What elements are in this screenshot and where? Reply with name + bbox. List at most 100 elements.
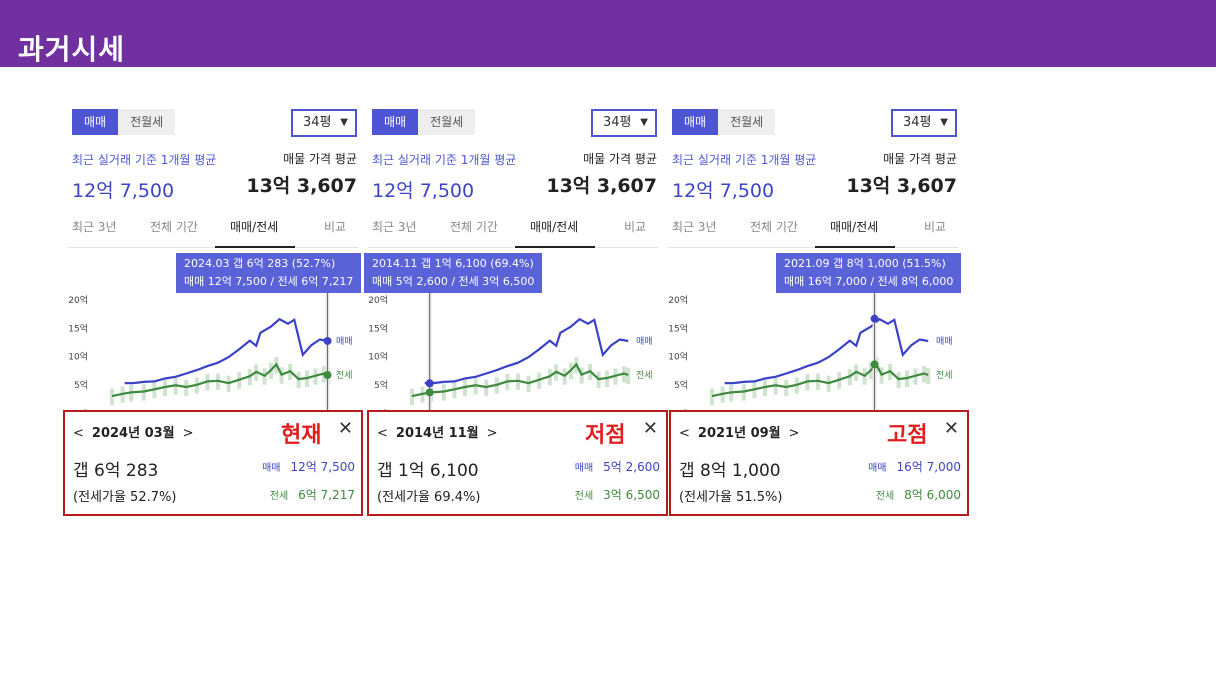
y-tick-label: 5억 <box>374 379 388 391</box>
chart-tooltip: 2014.11 갭 1억 6,100 (69.4%) 매매 5억 2,600 / … <box>364 253 543 293</box>
sale-price-row: 매매 12억 7,500 <box>262 458 355 475</box>
chevron-right-icon[interactable]: > <box>182 426 194 441</box>
y-tick-label: 20억 <box>668 294 688 306</box>
sale-price-line <box>424 317 629 385</box>
gap-value: 갭 6억 283 <box>73 461 159 481</box>
tab-recent-3y[interactable]: 최근 3년 <box>372 220 417 234</box>
tab-compare[interactable]: 비교 <box>324 220 347 234</box>
y-tick-label: 10억 <box>368 351 388 363</box>
sale-value: 16억 7,000 <box>896 460 961 474</box>
tab-compare[interactable]: 비교 <box>924 220 947 234</box>
listing-avg-value: 13억 3,607 <box>246 175 357 197</box>
tooltip-line-1: 2014.11 갭 1억 6,100 (69.4%) <box>372 257 534 270</box>
sale-price-row: 매매 5억 2,600 <box>575 458 660 475</box>
tab-recent-3y[interactable]: 최근 3년 <box>72 220 117 234</box>
recent-avg-value: 12억 7,500 <box>72 180 175 202</box>
sale-value: 12억 7,500 <box>290 460 355 474</box>
chevron-right-icon[interactable]: > <box>486 426 498 441</box>
sale-marker-dot <box>323 336 332 345</box>
rent-ratio-text: (전세가율 52.7%) <box>73 490 177 505</box>
tab-all-period[interactable]: 전체 기간 <box>450 220 498 234</box>
active-tab-indicator <box>515 246 595 248</box>
rent-label: 전세 <box>875 491 895 502</box>
rent-marker-dot <box>870 360 879 369</box>
period-tabs: 최근 3년 전체 기간 매매/전세 비교 <box>368 208 658 248</box>
tab-all-period[interactable]: 전체 기간 <box>750 220 798 234</box>
rent-price-line <box>111 362 329 398</box>
tab-sale-rent[interactable]: 매매/전세 <box>530 220 579 234</box>
title-bar <box>0 0 1216 67</box>
rent-ratio-text: (전세가율 69.4%) <box>377 490 481 505</box>
period-tag: 고점 <box>887 423 928 448</box>
listing-avg-label: 매물 가격 평균 <box>883 152 957 166</box>
rent-marker-dot <box>323 371 332 380</box>
recent-avg-label: 최근 실거래 기준 1개월 평균 <box>72 153 217 167</box>
tab-compare[interactable]: 비교 <box>624 220 647 234</box>
toggle-rent-button[interactable]: 전월세 <box>418 109 476 135</box>
deal-type-toggle[interactable]: 매매 전월세 <box>72 109 176 135</box>
toggle-sale-button[interactable]: 매매 <box>72 109 119 135</box>
deal-type-toggle[interactable]: 매매 전월세 <box>672 109 776 135</box>
chevron-left-icon[interactable]: < <box>377 426 388 441</box>
sale-value: 5억 2,600 <box>603 460 660 474</box>
period-tag: 현재 <box>281 423 322 448</box>
page-title: 과거시세 <box>18 33 126 66</box>
caret-down-icon: ▼ <box>940 117 948 128</box>
y-tick-label: 15억 <box>68 322 88 334</box>
recent-avg-label: 최근 실거래 기준 1개월 평균 <box>372 153 517 167</box>
period-info-box: <2014년 11월 > 저점 ✕ 갭 1억 6,100 (전세가율 69.4%)… <box>367 410 668 516</box>
toggle-sale-button[interactable]: 매매 <box>672 109 719 135</box>
tooltip-line-1: 2021.09 갭 8억 1,000 (51.5%) <box>784 257 946 270</box>
y-tick-label: 15억 <box>668 322 688 334</box>
listing-avg-label: 매물 가격 평균 <box>583 152 657 166</box>
tooltip-line-2: 매매 5억 2,600 / 전세 3억 6,500 <box>372 275 535 288</box>
toggle-rent-button[interactable]: 전월세 <box>118 109 176 135</box>
y-tick-label: 20억 <box>68 294 88 306</box>
recent-avg-value: 12억 7,500 <box>672 180 775 202</box>
period-info-box: <2024년 03월 > 현재 ✕ 갭 6억 283 (전세가율 52.7%) 매… <box>63 410 363 516</box>
date-navigator: <2021년 09월 > <box>679 422 800 441</box>
y-tick-label: 20억 <box>368 294 388 306</box>
y-tick-label: 5억 <box>74 379 88 391</box>
toggle-rent-button[interactable]: 전월세 <box>718 109 776 135</box>
chevron-left-icon[interactable]: < <box>73 426 84 441</box>
active-tab-indicator <box>215 246 295 248</box>
caret-down-icon: ▼ <box>640 117 648 128</box>
sale-series-label: 매매 <box>636 336 653 347</box>
rent-value: 3억 6,500 <box>603 488 660 502</box>
tooltip-line-1: 2024.03 갭 6억 283 (52.7%) <box>184 257 336 270</box>
toggle-sale-button[interactable]: 매매 <box>372 109 419 135</box>
close-icon[interactable]: ✕ <box>337 418 353 439</box>
period-tabs: 최근 3년 전체 기간 매매/전세 비교 <box>668 208 958 248</box>
selected-date: 2021년 09월 <box>697 426 781 441</box>
sale-marker-dot <box>870 314 879 323</box>
sale-price-line <box>124 317 329 385</box>
sale-label: 매매 <box>574 463 594 474</box>
rent-price-row: 전세 3억 6,500 <box>575 486 660 503</box>
chevron-right-icon[interactable]: > <box>788 426 800 441</box>
rent-marker-dot <box>425 388 434 397</box>
chevron-left-icon[interactable]: < <box>679 426 690 441</box>
tab-sale-rent[interactable]: 매매/전세 <box>830 220 879 234</box>
tab-all-period[interactable]: 전체 기간 <box>150 220 198 234</box>
recent-avg-label: 최근 실거래 기준 1개월 평균 <box>672 153 817 167</box>
rent-price-row: 전세 8억 6,000 <box>876 486 961 503</box>
rent-ratio-text: (전세가율 51.5%) <box>679 490 783 505</box>
pyeong-select[interactable]: 34평 ▼ <box>891 109 957 137</box>
pyeong-select[interactable]: 34평 ▼ <box>591 109 657 137</box>
active-tab-indicator <box>815 246 895 248</box>
chart-tooltip: 2024.03 갭 6억 283 (52.7%) 매매 12억 7,500 / 전… <box>176 253 362 293</box>
caret-down-icon: ▼ <box>340 117 348 128</box>
close-icon[interactable]: ✕ <box>943 418 959 439</box>
sale-marker-dot <box>425 379 434 388</box>
rent-series-label: 전세 <box>336 370 353 381</box>
tab-recent-3y[interactable]: 최근 3년 <box>672 220 717 234</box>
sale-series-label: 매매 <box>336 336 353 347</box>
gap-value: 갭 8억 1,000 <box>679 461 781 481</box>
tab-sale-rent[interactable]: 매매/전세 <box>230 220 279 234</box>
price-panel: 매매 전월세 34평 ▼ 최근 실거래 기준 1개월 평균 12억 7,500 매… <box>364 100 668 620</box>
pyeong-select[interactable]: 34평 ▼ <box>291 109 357 137</box>
close-icon[interactable]: ✕ <box>642 418 658 439</box>
price-panel: 매매 전월세 34평 ▼ 최근 실거래 기준 1개월 평균 12억 7,500 매… <box>68 100 368 620</box>
deal-type-toggle[interactable]: 매매 전월세 <box>372 109 476 135</box>
